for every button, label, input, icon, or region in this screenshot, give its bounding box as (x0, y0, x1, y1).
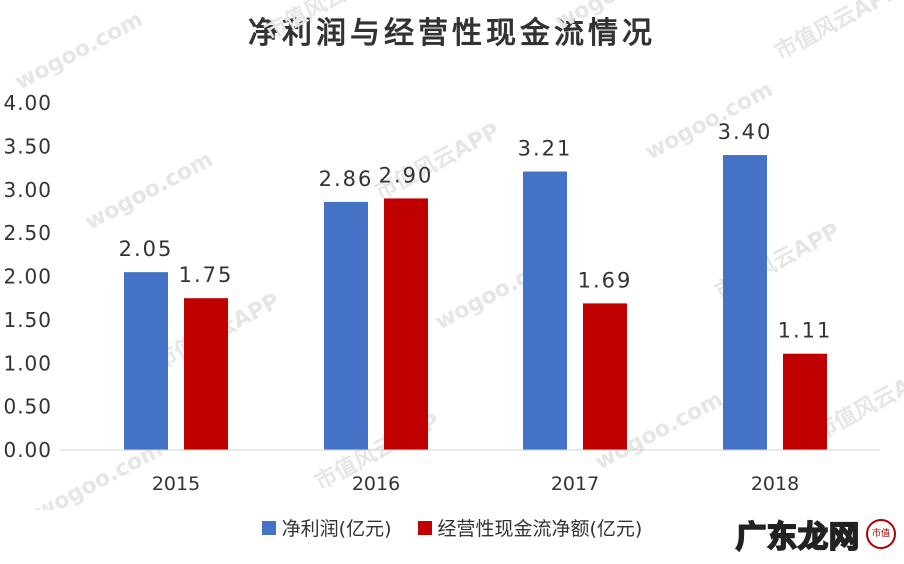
legend-label-operating-cash-flow: 经营性现金流净额(亿元) (437, 518, 643, 540)
data-label: 3.40 (718, 120, 773, 144)
watermark-text: 市值风云APP (371, 118, 504, 205)
y-tick-label: 1.50 (3, 308, 52, 332)
bar-net-profit (124, 272, 168, 450)
y-tick-label: 2.50 (3, 221, 52, 245)
y-tick-label: 3.50 (3, 134, 52, 158)
data-label: 1.11 (778, 319, 833, 343)
x-tick-label: 2015 (152, 473, 200, 495)
y-tick-label: 0.50 (3, 395, 52, 419)
y-tick-label: 2.00 (3, 265, 52, 289)
logo-seal-icon: 市值 (866, 519, 896, 549)
y-tick-label: 0.00 (3, 438, 52, 462)
data-label: 2.05 (119, 237, 174, 261)
bar-operating-cash-flow (783, 353, 827, 450)
bar-net-profit (523, 171, 567, 450)
legend-swatch-red (417, 520, 432, 535)
data-label-layer: 2.05 2.86 3.21 3.40 1.75 2.90 1.69 1.11 (119, 120, 833, 343)
y-tick-label: 4.00 (3, 91, 52, 115)
data-label: 1.75 (179, 263, 234, 287)
y-axis: 0.00 0.50 1.00 1.50 2.00 2.50 3.00 3.50 4.00 (3, 91, 52, 462)
x-tick-label: 2017 (551, 473, 599, 495)
watermark-text: wogoo.com (11, 7, 147, 95)
data-label: 2.86 (319, 167, 374, 191)
logo-text: 广东龙网 (735, 519, 860, 556)
x-axis: 2015 2016 2017 2018 (152, 473, 799, 495)
bar-layer (60, 155, 880, 451)
bar-operating-cash-flow (184, 298, 228, 450)
watermark-text: wogoo.com (81, 147, 217, 235)
bar-operating-cash-flow (384, 198, 428, 450)
chart-title: 净利润与经营性现金流情况 (248, 16, 656, 51)
y-tick-label: 3.00 (3, 178, 52, 202)
bar-net-profit (324, 201, 368, 450)
data-label: 1.69 (578, 268, 633, 292)
x-tick-label: 2018 (751, 473, 799, 495)
watermark-text: wogoo.com (551, 0, 687, 35)
bar-net-profit (723, 155, 767, 451)
x-tick-label: 2016 (352, 473, 400, 495)
site-logo: 广东龙网 市值 (735, 512, 896, 556)
watermark-text: 市值风云APP (261, 0, 394, 45)
data-label: 2.90 (379, 163, 434, 187)
legend-swatch-blue (261, 520, 276, 535)
legend-item-operating-cash-flow: 经营性现金流净额(亿元) (417, 514, 643, 541)
legend: 净利润(亿元) 经营性现金流净额(亿元) (0, 514, 904, 541)
bar-operating-cash-flow (583, 303, 627, 450)
legend-item-net-profit: 净利润(亿元) (261, 514, 392, 541)
data-label: 3.21 (518, 137, 573, 161)
legend-label-net-profit: 净利润(亿元) (281, 518, 392, 540)
bar-chart: wogoo.com 市值风云APP wogoo.com 市值风云APP wogoo.co… (3, 0, 904, 510)
y-tick-label: 1.00 (3, 351, 52, 375)
watermark-text: 市值风云APP (771, 0, 904, 65)
